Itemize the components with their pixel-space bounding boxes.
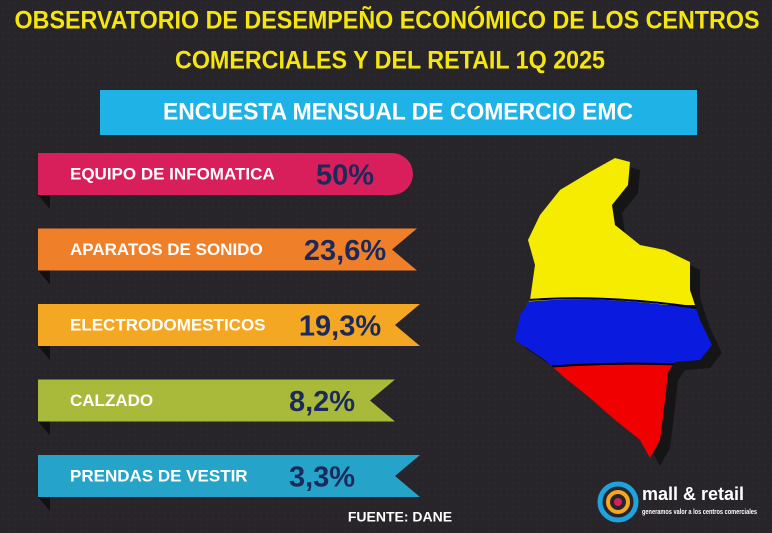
ribbon-shadow (38, 346, 50, 360)
item-value: 19,3% (299, 311, 381, 343)
item-list: EQUIPO DE INFOMATICA 50% APARATOS DE SONID… (38, 153, 420, 511)
logo-tagline: generamos valor a los centros comerciale… (642, 509, 757, 516)
item-label: ELECTRODOMESTICOS (70, 315, 266, 334)
subtitle-banner (100, 90, 697, 135)
item-label: EQUIPO DE INFOMATICA (70, 164, 275, 183)
item-value: 8,2% (289, 386, 355, 418)
item-value: 50% (316, 160, 374, 192)
item-value: 23,6% (304, 235, 386, 267)
logo: mall & retail generamos valor a los cent… (597, 481, 757, 523)
title-line1: OBSERVATORIO DE DESEMPEÑO ECONÓMICO DE L… (15, 5, 760, 35)
item-value: 3,3% (289, 462, 355, 494)
ribbon-shadow (38, 497, 50, 511)
ribbon-shadow (38, 195, 50, 209)
ribbon (38, 153, 413, 195)
ribbon (38, 228, 417, 271)
ribbon (38, 304, 420, 346)
ribbon-shadow (38, 421, 50, 436)
source: FUENTE: DANE (348, 509, 452, 525)
title-line2: COMERCIALES Y DEL RETAIL 1Q 2025 (175, 47, 605, 75)
ribbon (38, 379, 395, 422)
ribbon-shadow (38, 270, 50, 285)
item-label: APARATOS DE SONIDO (70, 240, 263, 259)
item-label: PRENDAS DE VESTIR (70, 466, 248, 485)
subtitle: ENCUESTA MENSUAL DE COMERCIO EMC (163, 98, 633, 125)
item-label: CALZADO (70, 391, 153, 410)
logo-name: mall & retail (642, 484, 744, 504)
ribbon (38, 455, 420, 497)
